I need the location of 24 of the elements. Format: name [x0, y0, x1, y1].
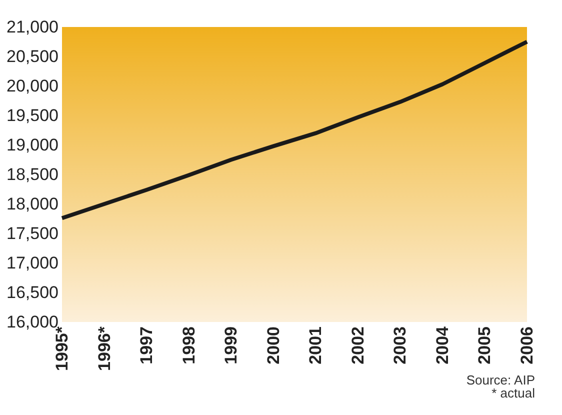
x-tick-label: 1997	[137, 326, 156, 364]
y-tick-label: 16,500	[6, 283, 58, 302]
y-tick-label: 18,000	[6, 194, 58, 214]
x-tick-label: 1998	[179, 326, 198, 364]
y-tick-label: 19,000	[6, 136, 58, 154]
x-tick-label: 1996*	[94, 326, 114, 371]
line-series	[60, 40, 529, 220]
y-tick-label: 19,500	[6, 106, 58, 125]
y-tick-label: 18,500	[6, 165, 58, 184]
y-tick-label: 20,500	[6, 47, 58, 66]
text: * actual	[492, 385, 536, 400]
x-tick-label: 2002	[348, 326, 368, 364]
y-tick-label: 17,000	[6, 254, 58, 272]
x-tick-label: 2005	[475, 326, 494, 364]
y-tick-label: 21,000	[6, 18, 58, 36]
x-tick-label: 2003	[390, 326, 410, 364]
x-tick-label: 1999	[222, 326, 241, 364]
source-note: Source: AIP	[466, 372, 535, 388]
x-tick-label: 2006	[518, 326, 536, 364]
y-tick-label: 17,500	[6, 224, 58, 243]
x-tick-label: 2000	[264, 326, 283, 364]
x-tick-label: 2004	[432, 326, 452, 364]
x-tick-label: 2001	[306, 326, 326, 364]
y-tick-label: 20,000	[6, 76, 58, 96]
